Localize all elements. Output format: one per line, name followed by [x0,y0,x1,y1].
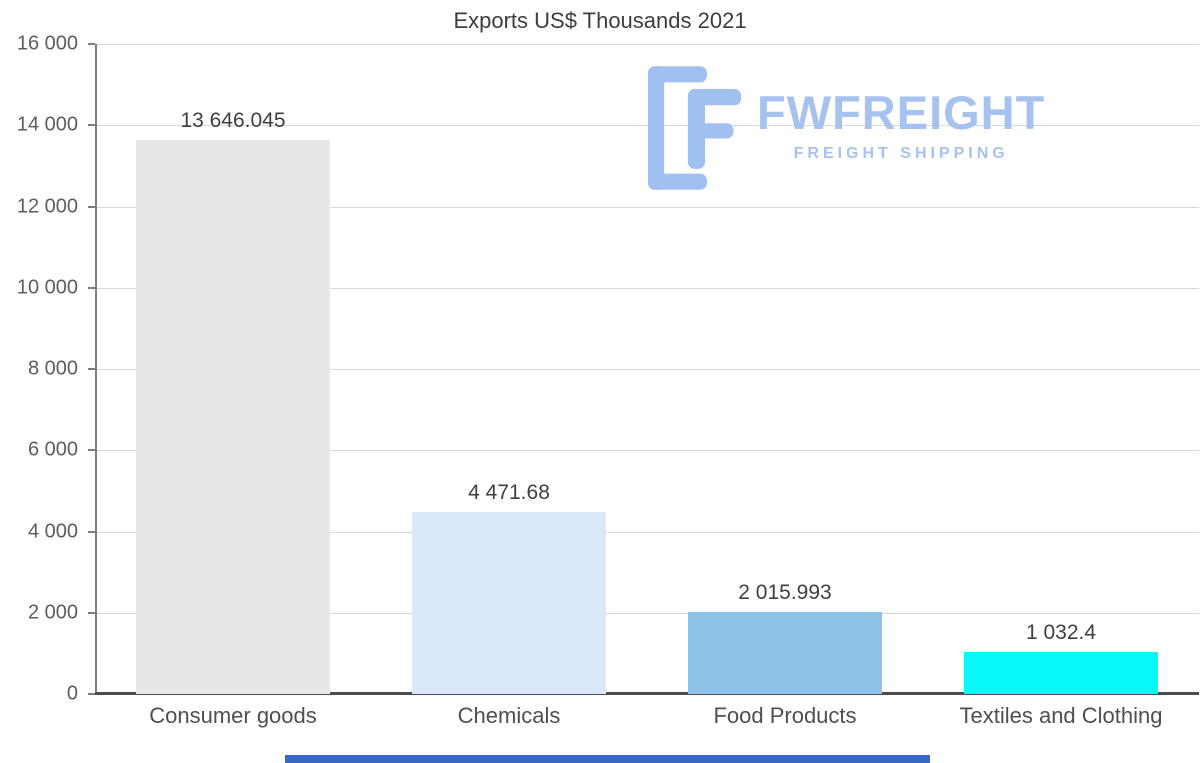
bars-row: 13 646.045 4 471.68 2 015.993 1 032.4 [95,44,1199,694]
gridline [95,287,1199,289]
bar [135,139,331,694]
bar-column: 4 471.68 [371,44,647,694]
bar-value-label: 2 015.993 [738,581,832,605]
bar [687,612,883,694]
y-tick-label: 4 000 [27,520,78,542]
bar-column: 1 032.4 [923,44,1199,694]
y-tick-label: 12 000 [16,195,78,217]
bar-value-label: 1 032.4 [1025,621,1097,645]
y-axis-labels: 0 2 000 4 000 6 000 8 000 10 000 12 000 14 000 1… [0,33,88,705]
x-tick-label: Consumer goods [149,703,317,728]
x-tick-label: Textiles and Clothing [959,703,1163,728]
y-tick-mark [88,530,95,533]
x-axis-labels: Consumer goods Chemicals Food Products Text… [95,703,1199,729]
gridline [95,125,1199,127]
bar-value-label: 4 471.68 [468,481,550,505]
y-tick-label: 6 000 [27,438,78,461]
y-tick-mark [88,368,95,370]
x-tick-label: Chemicals [457,703,561,728]
x-tick-label: Food Products [713,703,857,728]
y-tick-label: 8 000 [27,357,78,380]
fw-logo-icon [648,66,742,190]
footer-accent-bar [285,755,930,763]
bar-column: 2 015.993 [647,44,923,694]
y-tick-mark [88,205,95,208]
x-axis-line [95,692,1199,695]
y-tick-mark [88,286,95,289]
logo-brand-text: FWFREIGHT [757,86,1046,139]
gridline [95,369,1199,370]
logo-text-block: FWFREIGHT FREIGHT SHIPPING [757,66,1045,163]
chart-title: Exports US$ Thousands 2021 [453,8,747,33]
logo-tagline-text: FREIGHT SHIPPING [793,145,1009,163]
y-tick-mark [88,693,95,695]
gridline [95,612,1199,614]
gridline [95,450,1199,452]
y-tick-label: 16 000 [16,32,78,55]
y-tick-mark [88,124,95,127]
plot-area: 13 646.045 4 471.68 2 015.993 1 032.4 [88,43,1199,695]
gridline [95,531,1199,533]
y-tick-label: 14 000 [16,113,78,136]
bar-column: 13 646.045 [95,44,371,694]
watermark-logo: FWFREIGHT FREIGHT SHIPPING [648,66,1153,194]
y-tick-mark [88,449,95,452]
bar [963,652,1159,694]
y-tick-label: 10 000 [16,276,78,299]
gridline [95,206,1199,208]
gridline [95,44,1199,45]
y-tick-label: 0 [66,682,78,705]
y-tick-mark [88,43,95,45]
y-tick-mark [88,611,95,614]
y-tick-label: 2 000 [27,601,78,624]
bar [411,512,607,694]
y-axis-line [88,43,97,695]
bar-value-label: 13 646.045 [180,108,286,132]
